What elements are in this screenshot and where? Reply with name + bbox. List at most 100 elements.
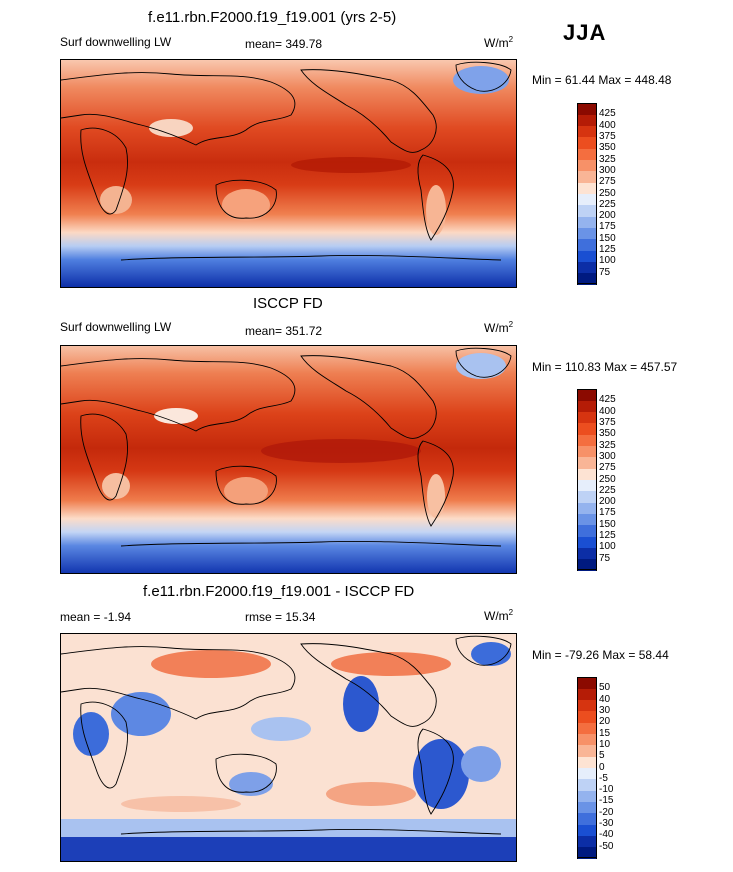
panel-1-colorbar-tick-label: 350 [599, 142, 616, 154]
panel-3-colorbar-swatch-12 [577, 801, 597, 814]
panel-1-colorbar-swatch-3 [577, 125, 597, 138]
panel-3-rmse-label: rmse = 15.34 [245, 610, 316, 624]
panel-2-colorbar-swatch-14 [577, 536, 597, 548]
panel-2-colorbar-tick-label: 400 [599, 405, 616, 417]
panel-1-colorbar-swatch-1 [577, 103, 597, 115]
panel-3-colorbar-swatch-9 [577, 767, 597, 780]
panel-3-colorbar-swatch-16 [577, 846, 597, 859]
panel-3-colorbar-swatch-8 [577, 756, 597, 768]
panel-2-colorbar-swatch-1 [577, 389, 597, 401]
panel-1-colorbar-swatch-4 [577, 136, 597, 149]
panel-1-colorbar-swatch-14 [577, 250, 597, 262]
panel-1-colorbar-tick-label: 100 [599, 255, 616, 267]
panel-1-units: W/m2 [484, 35, 514, 50]
panel-3-colorbar-swatch-4 [577, 710, 597, 723]
panel-3-colorbar-swatch-3 [577, 699, 597, 712]
panel-2-colorbar-swatch-11 [577, 502, 597, 514]
panel-1-colorbar-tick-label: 375 [599, 130, 616, 142]
panel-2-colorbar-tick-label: 325 [599, 439, 616, 451]
panel-3-map-field [61, 634, 516, 861]
panel-2-colorbar-tick-label: 300 [599, 450, 616, 462]
panel-1-colorbar-tick-label: 225 [599, 198, 616, 210]
panel-1-colorbar-tick-label: 300 [599, 164, 616, 176]
panel-2-colorbar-tick-label: 350 [599, 428, 616, 440]
panel-1-colorbar-tick-label: 175 [599, 221, 616, 233]
panel-2-map-field [61, 346, 516, 573]
panel-2-units: W/m2 [484, 320, 514, 335]
panel-3-colorbar-tick-label: 20 [599, 716, 611, 728]
panel-2-mean-label: mean= 351.72 [245, 324, 323, 338]
season-label: JJA [563, 20, 607, 45]
panel-3-colorbar-tick-label: 50 [599, 682, 611, 694]
panel-1-colorbar-swatch-6 [577, 159, 597, 172]
panel-3-title: f.e11.rbn.F2000.f19_f19.001 - ISCCP FD [143, 583, 415, 600]
panel-3-colorbar-tick-label: 15 [599, 727, 611, 739]
panel-2-colorbar-tick-label: 200 [599, 496, 616, 508]
panel-2-colorbar-tick-label: 250 [599, 473, 616, 485]
panel-2-colorbar-tick-label: 175 [599, 507, 616, 519]
panel-3-colorbar-tick-label: -15 [599, 795, 614, 807]
panel-1-colorbar-swatch-9 [577, 193, 597, 206]
panel-2-colorbar-swatch-9 [577, 479, 597, 492]
panel-3-colorbar-swatch-2 [577, 688, 597, 701]
panel-3-colorbar-swatch-7 [577, 744, 597, 757]
panel-2-colorbar-tick-label: 125 [599, 530, 616, 542]
panel-3-colorbar-tick-label: 5 [599, 750, 605, 762]
panel-3-colorbar-swatch-14 [577, 824, 597, 836]
panel-2-colorbar-tick-label: 225 [599, 484, 616, 496]
panel-1-variable-label: Surf downwelling LW [60, 35, 172, 49]
panel-3-colorbar-tick-label: 0 [599, 761, 605, 773]
panel-2-colorbar-swatch-7 [577, 456, 597, 469]
panel-2-map [60, 345, 517, 574]
panel-1-mean-label: mean= 349.78 [245, 37, 323, 51]
panel-2-colorbar-swatch-15 [577, 547, 597, 560]
panel-3-colorbar-tick-label: -20 [599, 806, 614, 818]
panel-2-colorbar-tick-label: 425 [599, 394, 616, 406]
panel-2-minmax: Min = 110.83 Max = 457.57 [532, 360, 678, 374]
panel-1-colorbar-swatch-8 [577, 182, 597, 194]
panel-2-colorbar-swatch-12 [577, 513, 597, 526]
panel-2-variable-label: Surf downwelling LW [60, 320, 172, 334]
panel-2-colorbar-swatch-2 [577, 400, 597, 413]
panel-2-colorbar-tick-label: 150 [599, 518, 616, 530]
panel-3-minmax: Min = -79.26 Max = 58.44 [532, 648, 669, 662]
panel-1-colorbar-swatch-16 [577, 272, 597, 285]
panel-3-colorbar-tick-label: -10 [599, 784, 614, 796]
panel-1-title: f.e11.rbn.F2000.f19_f19.001 (yrs 2-5) [148, 9, 397, 26]
panel-1-minmax: Min = 61.44 Max = 448.48 [532, 73, 672, 87]
panel-3-mean-label: mean = -1.94 [60, 610, 132, 624]
panel-3-colorbar-swatch-15 [577, 835, 597, 848]
panel-1-colorbar-tick-label: 150 [599, 232, 616, 244]
panel-2-colorbar-tick-label: 275 [599, 462, 616, 474]
panel-1-colorbar-tick-label: 325 [599, 153, 616, 165]
panel-1-colorbar-swatch-11 [577, 216, 597, 228]
panel-2-title: ISCCP FD [253, 295, 323, 312]
panel-2-colorbar-swatch-8 [577, 468, 597, 480]
panel-1-colorbar-swatch-13 [577, 238, 597, 251]
panel-3-colorbar-swatch-11 [577, 790, 597, 802]
panel-2-colorbar-swatch-16 [577, 558, 597, 571]
panel-3-map [60, 633, 517, 862]
panel-1-colorbar-swatch-12 [577, 227, 597, 240]
panel-3-colorbar-swatch-6 [577, 733, 597, 746]
panel-3-colorbar-swatch-13 [577, 812, 597, 825]
panel-1-colorbar-swatch-7 [577, 170, 597, 183]
panel-1-map-field [61, 60, 516, 287]
panel-1-colorbar-tick-label: 125 [599, 244, 616, 256]
panel-3-colorbar-tick-label: 30 [599, 704, 611, 716]
panel-2-colorbar-swatch-13 [577, 524, 597, 537]
panel-3-units: W/m2 [484, 608, 514, 623]
panel-1-colorbar-swatch-10 [577, 204, 597, 217]
panel-2-colorbar-tick-label: 75 [599, 552, 611, 564]
panel-1-colorbar-swatch-5 [577, 148, 597, 161]
panel-2-colorbar-swatch-3 [577, 411, 597, 424]
panel-1-colorbar-tick-label: 400 [599, 119, 616, 131]
panel-1-colorbar-tick-label: 425 [599, 108, 616, 120]
panel-3-colorbar-tick-label: -5 [599, 772, 608, 784]
panel-1-colorbar-swatch-15 [577, 261, 597, 274]
panel-3-colorbar-tick-label: 40 [599, 693, 611, 705]
panel-1-colorbar-tick-label: 200 [599, 210, 616, 222]
panel-1-colorbar-tick-label: 275 [599, 176, 616, 188]
panel-1-colorbar-tick-label: 250 [599, 187, 616, 199]
panel-1-colorbar-swatch-2 [577, 114, 597, 127]
